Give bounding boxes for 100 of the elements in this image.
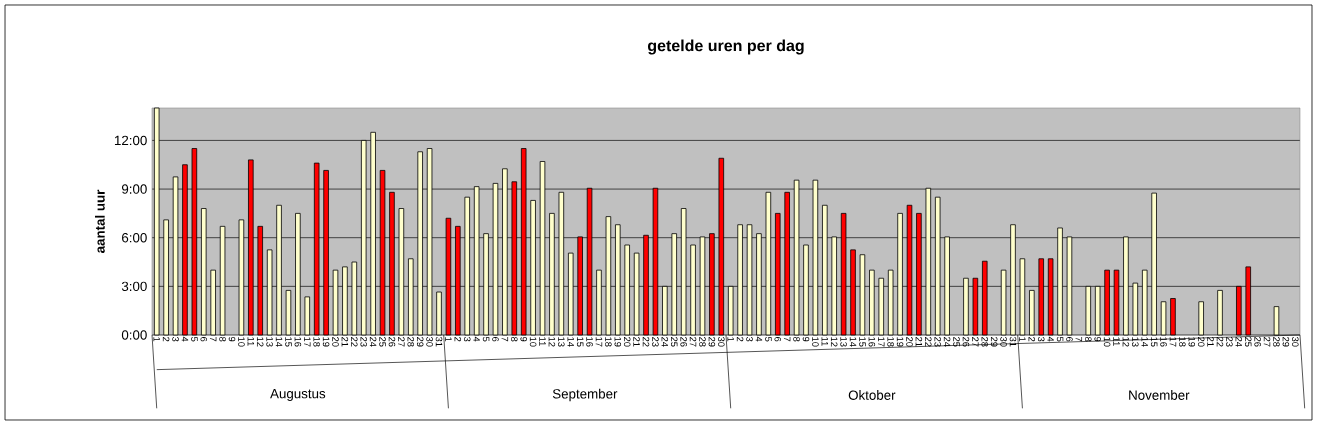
x-tick-label: 6: [774, 337, 782, 342]
y-axis-title: aantal uur: [95, 189, 105, 253]
x-tick-label: 13: [558, 337, 565, 347]
x-tick-label: 20: [1197, 337, 1205, 347]
x-tick-label: 22: [351, 337, 358, 347]
x-tick-label: 2: [736, 337, 744, 342]
x-tick-label: 10: [1103, 337, 1111, 347]
x-tick-label: 24: [369, 337, 377, 347]
x-tick-label: 17: [595, 337, 603, 347]
x-tick-label: 9: [520, 337, 527, 342]
x-tick-label: 1: [1019, 337, 1026, 342]
x-tick-label: 17: [304, 337, 311, 347]
x-tick-label: 26: [962, 337, 970, 347]
x-tick-label: 26: [1254, 337, 1261, 347]
x-tick-label: 4: [473, 336, 480, 342]
x-tick-label: 29: [990, 337, 998, 347]
x-tick-label: 16: [586, 337, 593, 347]
x-tick-label: 25: [670, 337, 678, 347]
x-tick-label: 14: [275, 337, 283, 347]
x-tick-label: 4: [755, 336, 763, 342]
x-tick-label: 17: [878, 337, 885, 347]
x-tick-label: 12: [830, 337, 838, 347]
x-tick-label: 1: [727, 337, 734, 342]
x-tick-label: 10: [529, 337, 537, 347]
x-tick-label: 11: [247, 337, 255, 346]
x-tick-label: 21: [341, 337, 349, 347]
x-tick-label: 18: [605, 337, 612, 347]
x-tick-label: 30: [426, 336, 433, 347]
x-tick-label: 17: [1169, 337, 1177, 347]
x-tick-label: 12: [256, 337, 264, 347]
x-tick-label: 13: [840, 337, 847, 347]
x-tick-label: 5: [1056, 336, 1064, 342]
x-tick-label: 8: [219, 336, 226, 342]
x-tick-label: 30: [1000, 336, 1007, 347]
bar: [1170, 298, 1176, 336]
x-tick-label: 6: [492, 337, 499, 342]
x-tick-label: 22: [642, 337, 650, 347]
x-tick-label: 18: [887, 337, 894, 347]
x-tick-label: 25: [1244, 337, 1252, 347]
y-tick-label: 9:00: [121, 184, 147, 194]
x-tick-label: 27: [398, 337, 405, 347]
x-tick-label: 29: [708, 337, 716, 347]
x-tick-label: 9: [1094, 337, 1101, 342]
chart-title: getelde uren per dag: [647, 39, 804, 55]
x-tick-label: 16: [294, 337, 302, 347]
x-tick-label: 14: [849, 337, 857, 347]
x-tick-label: 19: [614, 337, 622, 347]
x-tick-label: 5: [765, 336, 772, 342]
x-tick-label: 9: [228, 337, 236, 342]
x-tick-label: 28: [699, 337, 706, 347]
x-tick-label: 26: [388, 337, 396, 347]
x-tick-label: 19: [896, 337, 904, 347]
x-tick-label: 8: [793, 336, 800, 342]
x-tick-label: 12: [548, 337, 556, 347]
x-tick-label: 28: [1273, 337, 1280, 347]
x-tick-label: 26: [680, 337, 687, 347]
x-tick-label: 8: [1084, 336, 1092, 342]
x-tick-label: 2: [1028, 337, 1036, 342]
x-tick-label: 23: [934, 337, 942, 347]
x-tick-label: 12: [1122, 337, 1130, 347]
x-tick-label: 4: [181, 336, 189, 342]
y-tick-label: 6:00: [122, 232, 147, 243]
x-tick-label: 15: [859, 337, 866, 347]
x-tick-label: 19: [322, 337, 330, 347]
x-tick-label: 7: [1075, 337, 1083, 342]
x-tick-label: 7: [209, 337, 217, 342]
x-tick-label: 1: [445, 337, 452, 342]
x-tick-label: 24: [943, 337, 951, 347]
x-tick-label: 6: [1066, 337, 1073, 342]
x-tick-label: 29: [1282, 337, 1290, 347]
x-tick-label: 3: [1037, 336, 1045, 342]
x-tick-label: 31: [1009, 336, 1017, 347]
x-tick-label: 22: [925, 337, 932, 347]
x-tick-label: 14: [1141, 337, 1148, 347]
x-tick-label: 5: [191, 336, 198, 342]
x-tick-label: 21: [915, 337, 923, 347]
x-tick-label: 15: [576, 337, 584, 347]
x-tick-label: 24: [661, 337, 669, 347]
x-tick-label: 18: [313, 337, 320, 347]
x-tick-label: 2: [162, 337, 170, 342]
x-tick-label: 14: [567, 337, 574, 347]
y-tick-label: 0:00: [121, 330, 147, 340]
y-tick-label: 3:00: [121, 281, 147, 292]
y-tick-label: 12:00: [114, 135, 147, 146]
x-tick-label: 20: [906, 337, 913, 347]
text: September: [552, 388, 618, 402]
x-tick-label: 25: [379, 337, 386, 347]
x-tick-label: 7: [783, 337, 791, 342]
x-tick-label: 10: [812, 337, 819, 347]
text: Oktober: [848, 390, 896, 400]
x-tick-label: 21: [1207, 337, 1214, 347]
x-tick-label: 23: [652, 337, 659, 347]
x-tick-label: 30: [718, 336, 725, 347]
bar: [304, 296, 311, 336]
x-tick-label: 5: [482, 336, 490, 342]
x-tick-label: 27: [1263, 337, 1271, 347]
x-tick-label: 7: [501, 337, 509, 342]
x-tick-label: 30: [1291, 336, 1299, 347]
x-tick-label: 27: [689, 337, 697, 347]
x-tick-label: 21: [633, 337, 640, 347]
